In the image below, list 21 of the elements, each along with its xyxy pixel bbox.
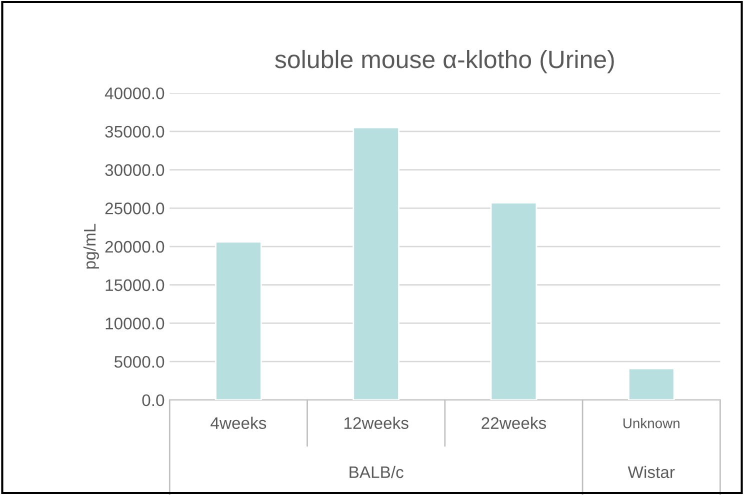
chart-title: soluble mouse α-klotho (Urine) <box>275 50 614 74</box>
y-tick-label: 15000.0 <box>106 279 164 292</box>
y-tick-label: 30000.0 <box>105 164 164 176</box>
bar <box>215 241 262 400</box>
y-tick-label: 40000.0 <box>104 87 164 100</box>
bar <box>490 202 538 400</box>
y-tick-label: 20000.0 <box>105 240 164 253</box>
y-tick-label: 10000.0 <box>106 318 164 330</box>
x-tick-label: 12weeks <box>344 416 408 429</box>
x-tick-label: 22weeks <box>482 416 546 429</box>
text: BALB/c <box>350 466 404 478</box>
text: Wistar <box>628 466 675 478</box>
y-tick-label: 25000.0 <box>105 202 164 214</box>
bar <box>628 368 675 400</box>
y-tick-label: 0.0 <box>142 394 164 406</box>
y-tick-label: 35000.0 <box>105 126 164 138</box>
x-tick-label: Unknown <box>623 418 680 428</box>
y-tick-label: 5000.0 <box>114 356 164 368</box>
y-axis-title: pg/mL <box>83 224 99 269</box>
bar <box>352 126 400 400</box>
x-tick-label: 4weeks <box>210 416 266 429</box>
